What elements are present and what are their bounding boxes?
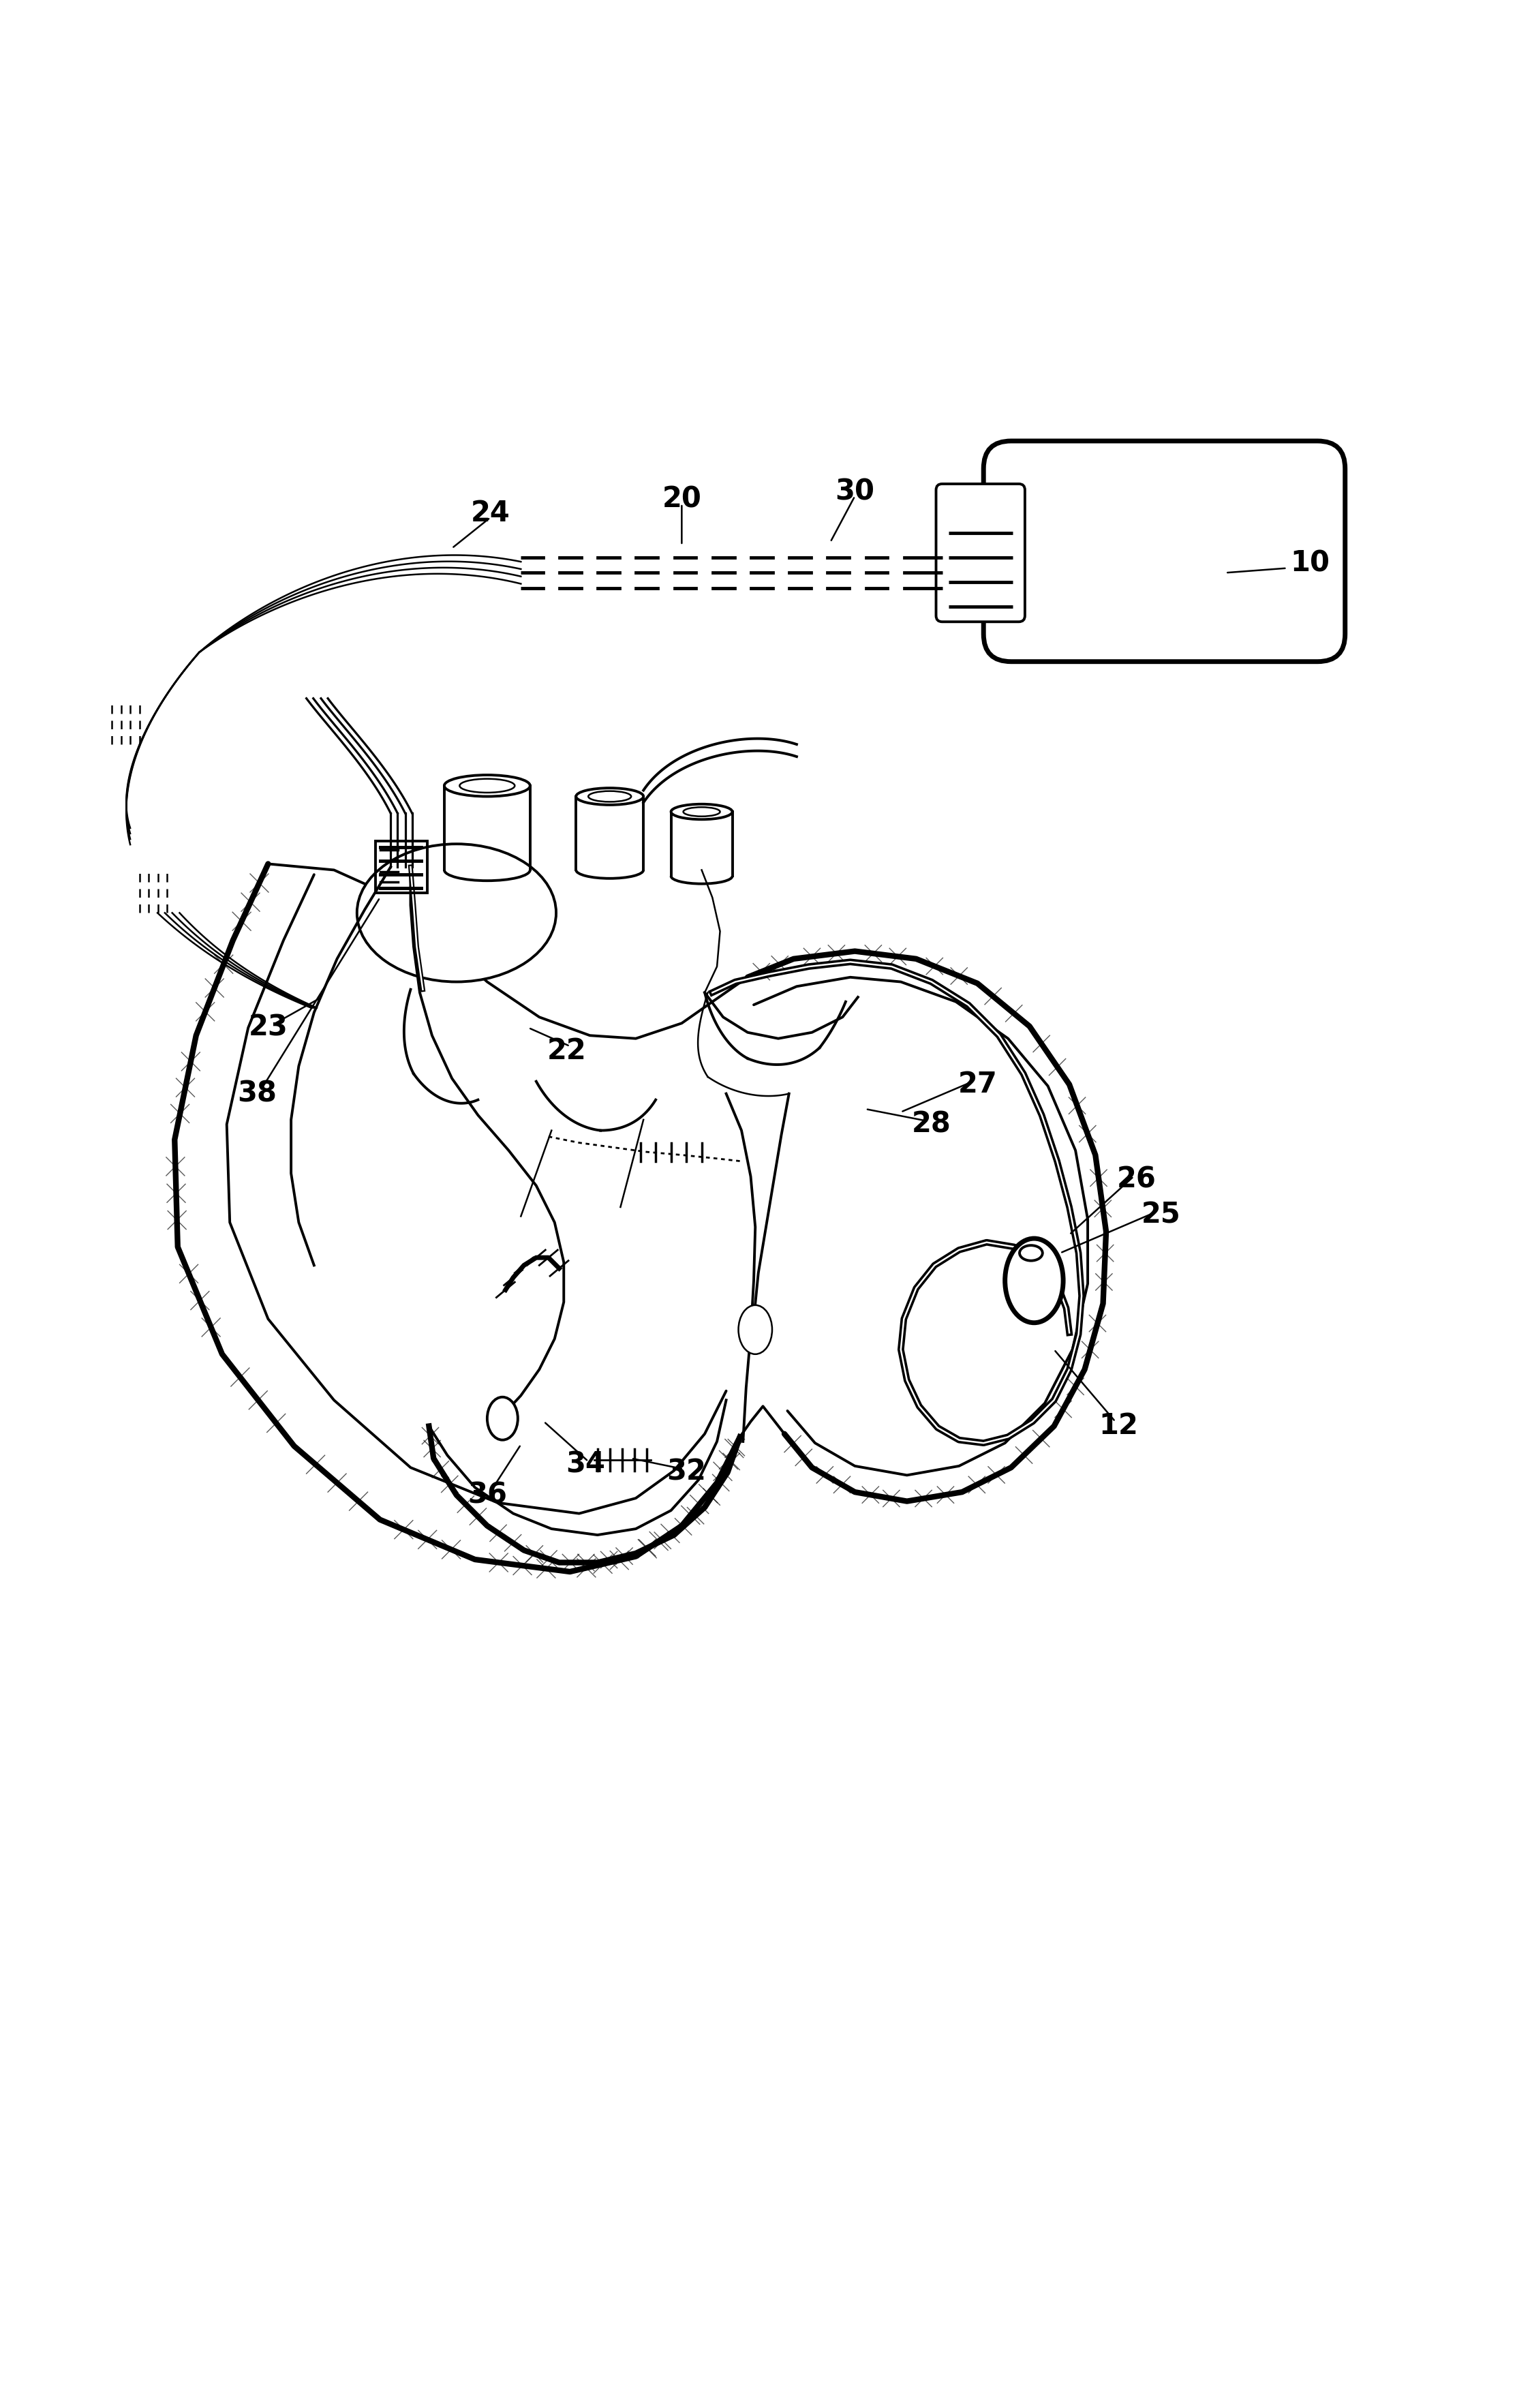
Ellipse shape bbox=[738, 1305, 772, 1353]
Text: 24: 24 bbox=[470, 498, 510, 527]
Ellipse shape bbox=[460, 778, 515, 792]
Text: 26: 26 bbox=[1117, 1165, 1157, 1194]
Text: 34: 34 bbox=[565, 1450, 605, 1479]
Text: 25: 25 bbox=[1141, 1202, 1181, 1228]
Text: 28: 28 bbox=[912, 1110, 951, 1139]
Text: 38: 38 bbox=[237, 1079, 277, 1108]
Text: 22: 22 bbox=[547, 1035, 587, 1064]
Text: 10: 10 bbox=[1290, 549, 1330, 578]
Text: 27: 27 bbox=[958, 1069, 997, 1098]
Ellipse shape bbox=[1020, 1245, 1042, 1262]
Ellipse shape bbox=[576, 787, 643, 804]
Ellipse shape bbox=[671, 804, 732, 819]
Text: 30: 30 bbox=[835, 477, 875, 506]
Ellipse shape bbox=[357, 843, 556, 982]
Text: 12: 12 bbox=[1098, 1411, 1138, 1440]
Ellipse shape bbox=[487, 1397, 518, 1440]
Ellipse shape bbox=[1005, 1238, 1063, 1322]
Ellipse shape bbox=[588, 792, 631, 802]
FancyBboxPatch shape bbox=[936, 484, 1025, 621]
Ellipse shape bbox=[683, 807, 720, 816]
Text: 20: 20 bbox=[662, 484, 702, 513]
Text: 23: 23 bbox=[248, 1014, 288, 1043]
Polygon shape bbox=[175, 864, 1106, 1572]
FancyBboxPatch shape bbox=[984, 441, 1345, 662]
Text: 32: 32 bbox=[666, 1457, 706, 1486]
Text: 36: 36 bbox=[467, 1481, 507, 1510]
Ellipse shape bbox=[444, 775, 530, 797]
